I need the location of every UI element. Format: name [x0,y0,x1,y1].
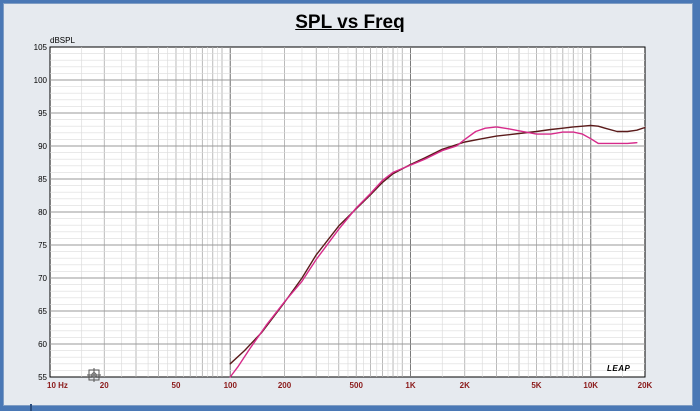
x-tick-label: 10 Hz [47,381,68,390]
y-tick-label: 90 [38,142,47,151]
y-tick-label: 75 [38,241,47,250]
y-tick-label: 60 [38,340,47,349]
y-tick-label: 100 [34,76,48,85]
y-tick-label: 105 [34,43,48,52]
series-group [229,124,646,378]
x-tick-label: 10K [583,381,598,390]
x-tick-label: 50 [172,381,181,390]
y-tick-label: 80 [38,208,47,217]
y-tick-label: 95 [38,109,47,118]
leap-watermark: LEAP [607,364,631,373]
grid-lines [50,47,645,377]
y-tick-label: 85 [38,175,47,184]
x-tick-label: 20K [638,381,653,390]
x-tick-label: 20 [100,381,109,390]
chart-title: SPL vs Freq [295,12,405,33]
y-tick-labels: 55 60 65 70 75 80 85 90 95 100 105 [34,43,48,382]
x-tick-label: 200 [278,381,292,390]
x-tick-label: 500 [350,381,364,390]
y-axis-label: dBSPL [50,36,75,45]
crosshair-cursor-icon[interactable] [87,368,101,382]
x-tick-label: 100 [224,381,238,390]
y-tick-label: 65 [38,307,47,316]
x-tick-labels: 10 Hz 20 50 100 200 500 1K 2K 5K 10K 20K [47,381,653,390]
series-line-2 [229,126,638,378]
x-tick-label: 1K [405,381,415,390]
y-tick-label: 55 [38,373,47,382]
series-line-1 [229,124,646,365]
y-tick-label: 70 [38,274,47,283]
x-tick-label: 5K [531,381,541,390]
window-edge [30,404,32,411]
x-tick-label: 2K [460,381,470,390]
